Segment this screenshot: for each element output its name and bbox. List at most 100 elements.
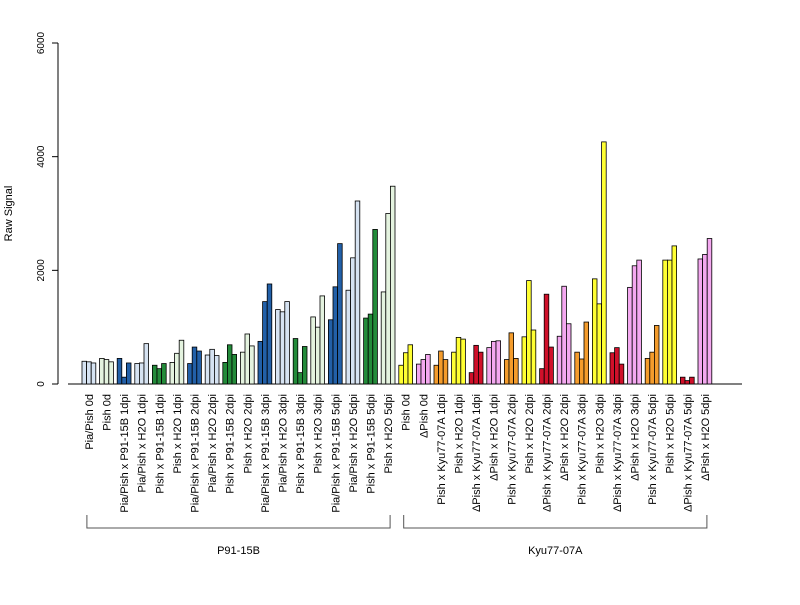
bar: [631, 265, 638, 385]
bar: [425, 354, 431, 385]
bar: [415, 363, 422, 385]
category-label: ΔPish x Kyu77-07A 3dpi: [612, 394, 624, 512]
bar: [90, 362, 97, 385]
group-brackets: P91-15B Kyu77-07A: [86, 515, 708, 557]
bar: [116, 358, 123, 385]
bar: [354, 200, 361, 385]
category-label: Pish x H2O 2dpi: [524, 394, 536, 473]
category-label: Pia/Pish 0d: [84, 394, 96, 450]
bar: [196, 350, 202, 385]
bar: [156, 368, 162, 385]
category-label: Pia/Pish x P91-15B 3dpi: [260, 394, 272, 513]
category-label: ΔPish x Kyu77-07A 5dpi: [682, 394, 694, 512]
category-label: Pish x H2O 3dpi: [594, 394, 606, 473]
bar: [614, 347, 620, 385]
category-label: ΔPish x H2O 5dpi: [700, 394, 712, 481]
bar: [503, 359, 510, 385]
bar: [301, 346, 308, 385]
bar: [143, 343, 149, 385]
bars: [81, 141, 713, 385]
category-label: ΔPish x Kyu77-07A 1dpi: [471, 394, 483, 512]
bar: [284, 301, 290, 385]
bar: [345, 289, 351, 385]
bar: [455, 336, 462, 385]
bar: [363, 317, 369, 385]
bar: [526, 280, 532, 385]
bar: [310, 316, 316, 385]
bar: [169, 362, 175, 385]
y-tick-label: 6000: [36, 31, 47, 54]
bar: [689, 376, 695, 385]
category-label: Pish x Kyu77-07A 1dpi: [436, 394, 448, 505]
bar: [297, 372, 303, 385]
bar: [451, 351, 457, 385]
bar: [350, 257, 356, 385]
category-label: Pish x H2O 5dpi: [665, 394, 677, 473]
bar: [684, 380, 690, 385]
category-label: Pish x P91-15B 3dpi: [295, 394, 307, 494]
category-label: ΔPish x Kyu77-07A 2dpi: [542, 394, 554, 512]
bar: [262, 301, 268, 385]
bar: [513, 358, 519, 385]
bar: [174, 352, 180, 385]
category-label: Pish 0d: [401, 394, 413, 431]
bar: [161, 363, 167, 385]
bar: [601, 141, 607, 385]
bar: [385, 213, 391, 385]
bar: [583, 321, 589, 385]
bar: [442, 359, 449, 385]
bar: [178, 339, 185, 385]
bar: [279, 311, 286, 385]
bar: [667, 259, 673, 385]
category-label: Pia/Pish x H2O 5dpi: [348, 394, 360, 492]
bar: [380, 291, 387, 385]
bar: [618, 363, 625, 385]
bar: [275, 309, 281, 385]
bar: [649, 351, 655, 385]
bar: [473, 344, 479, 385]
category-label: Pish x H2O 5dpi: [383, 394, 395, 473]
bar: [702, 254, 708, 385]
bar: [187, 363, 193, 385]
y-tick-label: 2000: [36, 259, 47, 282]
bar: [579, 358, 585, 385]
category-label: Pia/Pish x H2O 1dpi: [137, 394, 149, 492]
bar: [654, 325, 660, 385]
category-label: Pish x Kyu77-07A 5dpi: [647, 394, 659, 505]
bar: [231, 354, 237, 385]
bar: [292, 338, 299, 385]
bar: [539, 368, 545, 385]
category-label: Pish x Kyu77-07A 3dpi: [577, 394, 589, 505]
category-labels: Pia/Pish 0d Pish 0d Pia/Pish x P91-15B 1dp…: [84, 394, 712, 513]
bar: [239, 351, 246, 385]
bar: [372, 229, 378, 385]
group-bracket: [403, 515, 708, 529]
bar: [126, 362, 132, 385]
bar: [226, 344, 233, 385]
bar: [407, 344, 413, 385]
y-tick-label: 4000: [36, 145, 47, 168]
group-bracket: [86, 515, 391, 529]
bar: [367, 313, 374, 385]
bar: [244, 333, 250, 385]
category-label: Pish x H2O 1dpi: [454, 394, 466, 473]
bar: [662, 259, 668, 385]
bar: [530, 329, 537, 385]
y-tick-label: 0: [36, 381, 47, 387]
bar: [508, 332, 514, 385]
bar: [398, 364, 404, 385]
bar: [319, 295, 325, 385]
bar: [477, 351, 484, 385]
bar: [103, 359, 110, 385]
bar: [486, 347, 492, 385]
bar: [490, 340, 497, 385]
bar: [671, 245, 677, 385]
bar: [609, 352, 615, 385]
bar: [574, 351, 580, 385]
category-label: Pish x P91-15B 1dpi: [154, 394, 166, 494]
bar: [213, 355, 220, 385]
category-label: Pish x H2O 1dpi: [172, 394, 184, 473]
bar: [266, 283, 273, 385]
